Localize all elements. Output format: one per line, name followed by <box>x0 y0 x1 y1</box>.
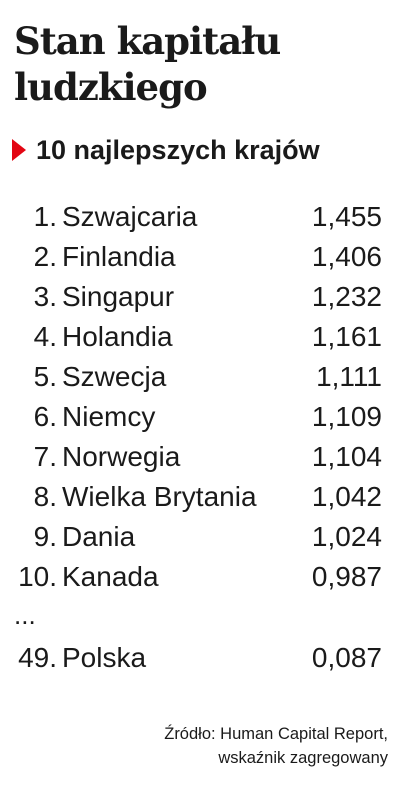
country: Szwajcaria <box>62 201 198 232</box>
rank: 4. <box>33 321 57 352</box>
country: Finlandia <box>62 241 176 272</box>
source-line: Źródło: Human Capital Report, <box>164 725 388 743</box>
country: Kanada <box>62 561 159 592</box>
country: Szwecja <box>62 361 167 392</box>
table-row: 10. Kanada 0,987 <box>0 557 400 597</box>
value: 0,987 <box>311 561 382 592</box>
value: 1,111 <box>316 361 382 392</box>
value: 1,161 <box>311 321 382 352</box>
country: Norwegia <box>62 441 181 472</box>
value: 0,087 <box>311 642 382 673</box>
value: 1,024 <box>311 521 382 552</box>
rank: 7. <box>33 441 57 472</box>
value: 1,406 <box>311 241 382 272</box>
table-row: 2. Finlandia 1,406 <box>0 237 400 277</box>
rank: 8. <box>33 481 57 512</box>
table-row: 1. Szwajcaria 1,455 <box>0 197 400 237</box>
country: Niemcy <box>62 401 156 432</box>
table-row: 4. Holandia 1,161 <box>0 317 400 357</box>
country: Holandia <box>62 321 173 352</box>
subtitle-block: 10 najlepszych krajów <box>12 133 320 167</box>
subtitle: 10 najlepszych krajów <box>36 135 320 165</box>
title: Stan kapitału ludzkiego <box>14 19 281 109</box>
table-row: 6. Niemcy 1,109 <box>0 397 400 437</box>
table-row: 7. Norwegia 1,104 <box>0 437 400 477</box>
rank: 5. <box>33 361 57 392</box>
rank: 9. <box>33 521 57 552</box>
triangle-icon <box>12 139 26 161</box>
value: 1,042 <box>311 481 382 512</box>
table-row: 3. Singapur 1,232 <box>0 277 400 317</box>
rank: 10. <box>18 561 57 592</box>
value: 1,104 <box>311 441 382 472</box>
source-line: wskaźnik zagregowany <box>218 749 388 767</box>
rank: 49. <box>18 642 57 673</box>
table-row: 5. Szwecja 1,111 <box>0 357 400 397</box>
ellipsis: ... <box>14 600 36 630</box>
rank: 3. <box>33 281 57 312</box>
value: 1,109 <box>311 401 382 432</box>
rank: 2. <box>33 241 57 272</box>
table-row: 49. Polska 0,087 <box>0 638 400 678</box>
rank: 1. <box>33 201 57 232</box>
country: Wielka Brytania <box>62 481 257 512</box>
value: 1,455 <box>311 201 382 232</box>
country: Singapur <box>62 281 175 312</box>
rank: 6. <box>33 401 57 432</box>
country: Dania <box>62 521 136 552</box>
table-row: 9. Dania 1,024 <box>0 517 400 557</box>
country: Polska <box>62 642 147 673</box>
table-row: 8. Wielka Brytania 1,042 <box>0 477 400 517</box>
value: 1,232 <box>311 281 382 312</box>
